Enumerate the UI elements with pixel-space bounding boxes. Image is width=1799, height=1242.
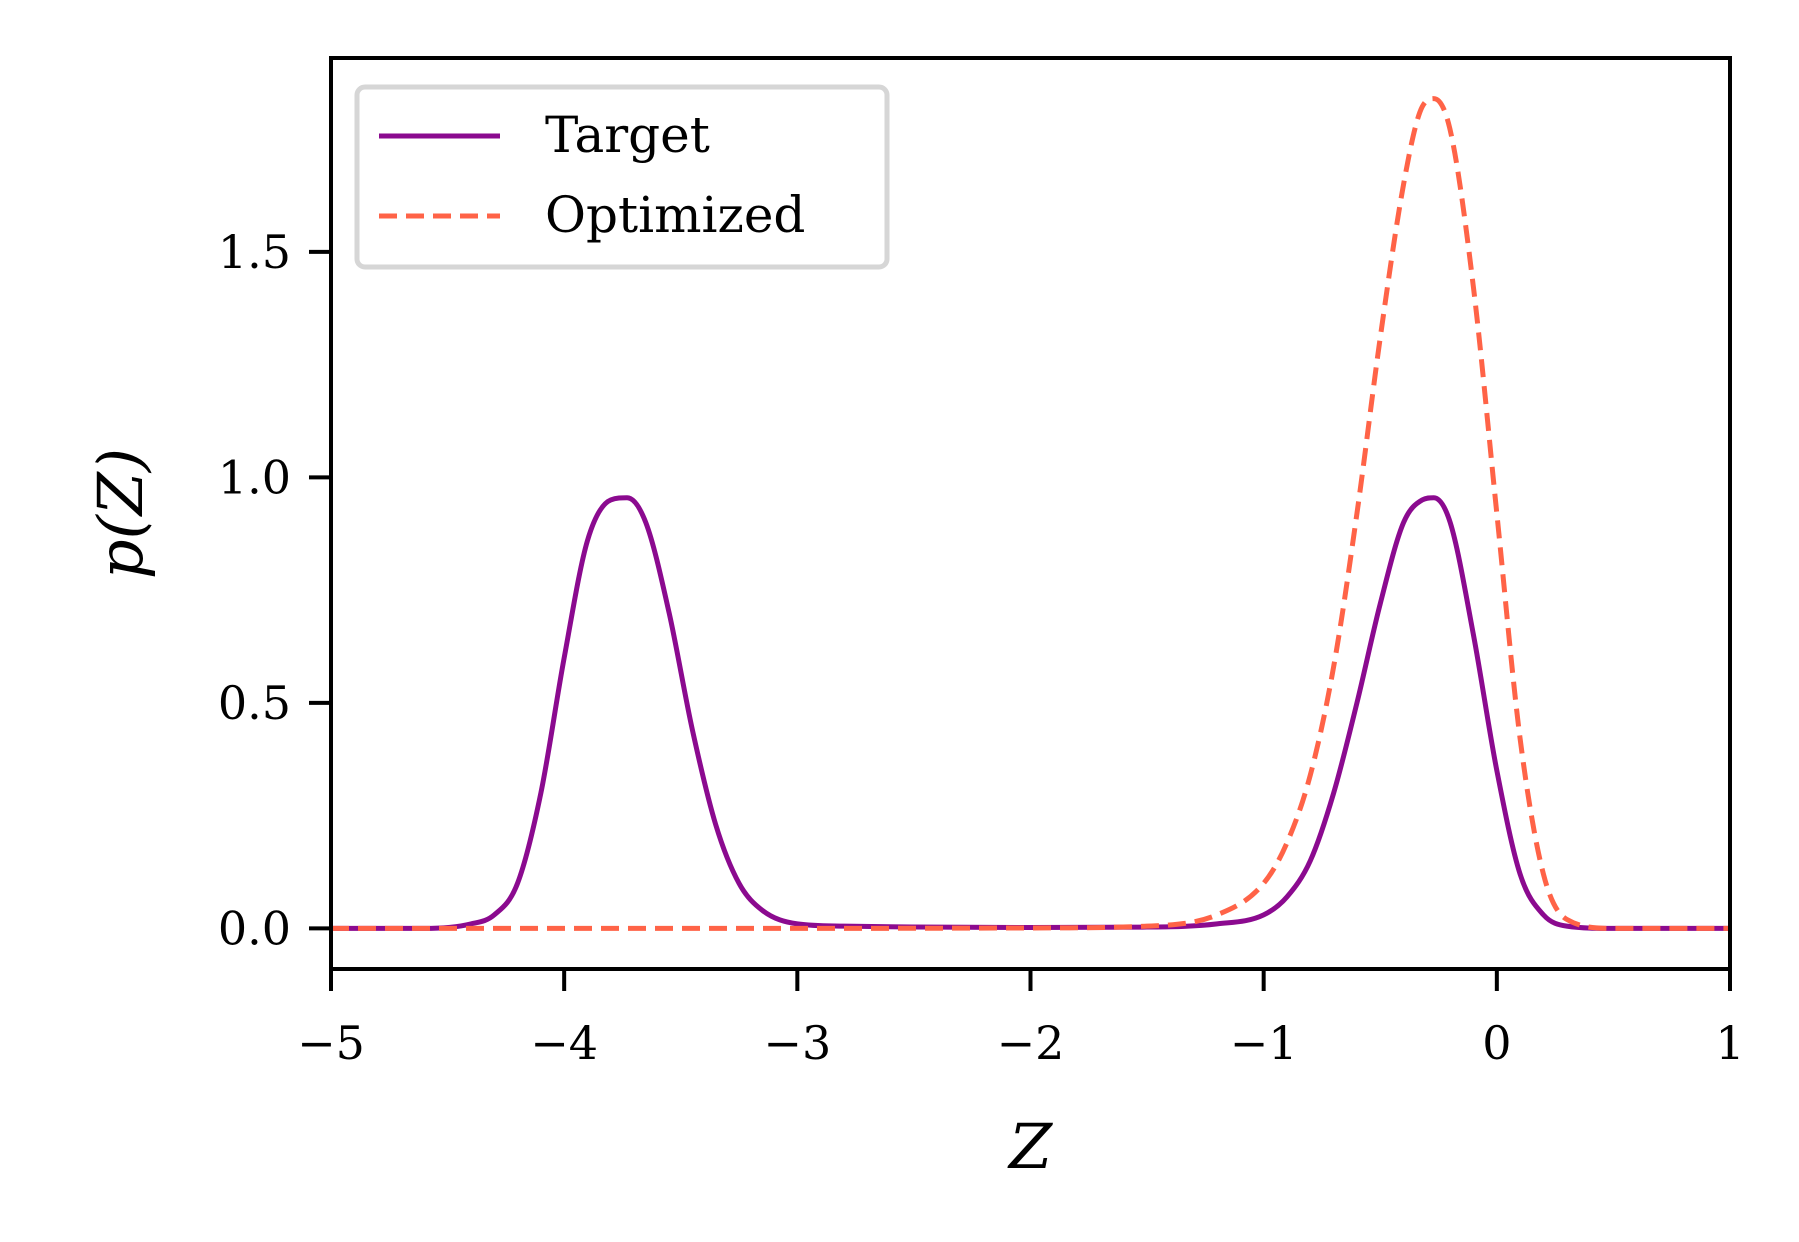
- x-tick-label: −3: [763, 1016, 831, 1070]
- x-tick-label: −2: [997, 1016, 1065, 1070]
- x-tick-label: 0: [1482, 1016, 1511, 1070]
- y-tick-label: 0.5: [218, 676, 291, 730]
- y-tick-label: 1.0: [218, 450, 291, 504]
- x-tick-label: −5: [297, 1016, 365, 1070]
- legend-optimized-label: Optimized: [545, 186, 805, 244]
- x-tick-label: 1: [1715, 1016, 1744, 1070]
- legend-target-label: Target: [545, 106, 710, 164]
- x-tick-label: −1: [1230, 1016, 1298, 1070]
- legend: Target Optimized: [354, 84, 890, 270]
- legend-box: [354, 84, 890, 270]
- series-optimized-line: [331, 96, 1730, 931]
- x-axis-label: Z: [1007, 1110, 1053, 1183]
- axes-layer: −5 −4 −3 −2 −1 0 1 0.0 0.5 1.0 1.5: [218, 56, 1745, 1070]
- series-layer: [331, 96, 1730, 931]
- y-axis-label: p(Z): [84, 448, 157, 579]
- y-tick-label: 0.0: [218, 901, 291, 955]
- x-tick-label: −4: [530, 1016, 598, 1070]
- y-tick-label: 1.5: [218, 225, 291, 279]
